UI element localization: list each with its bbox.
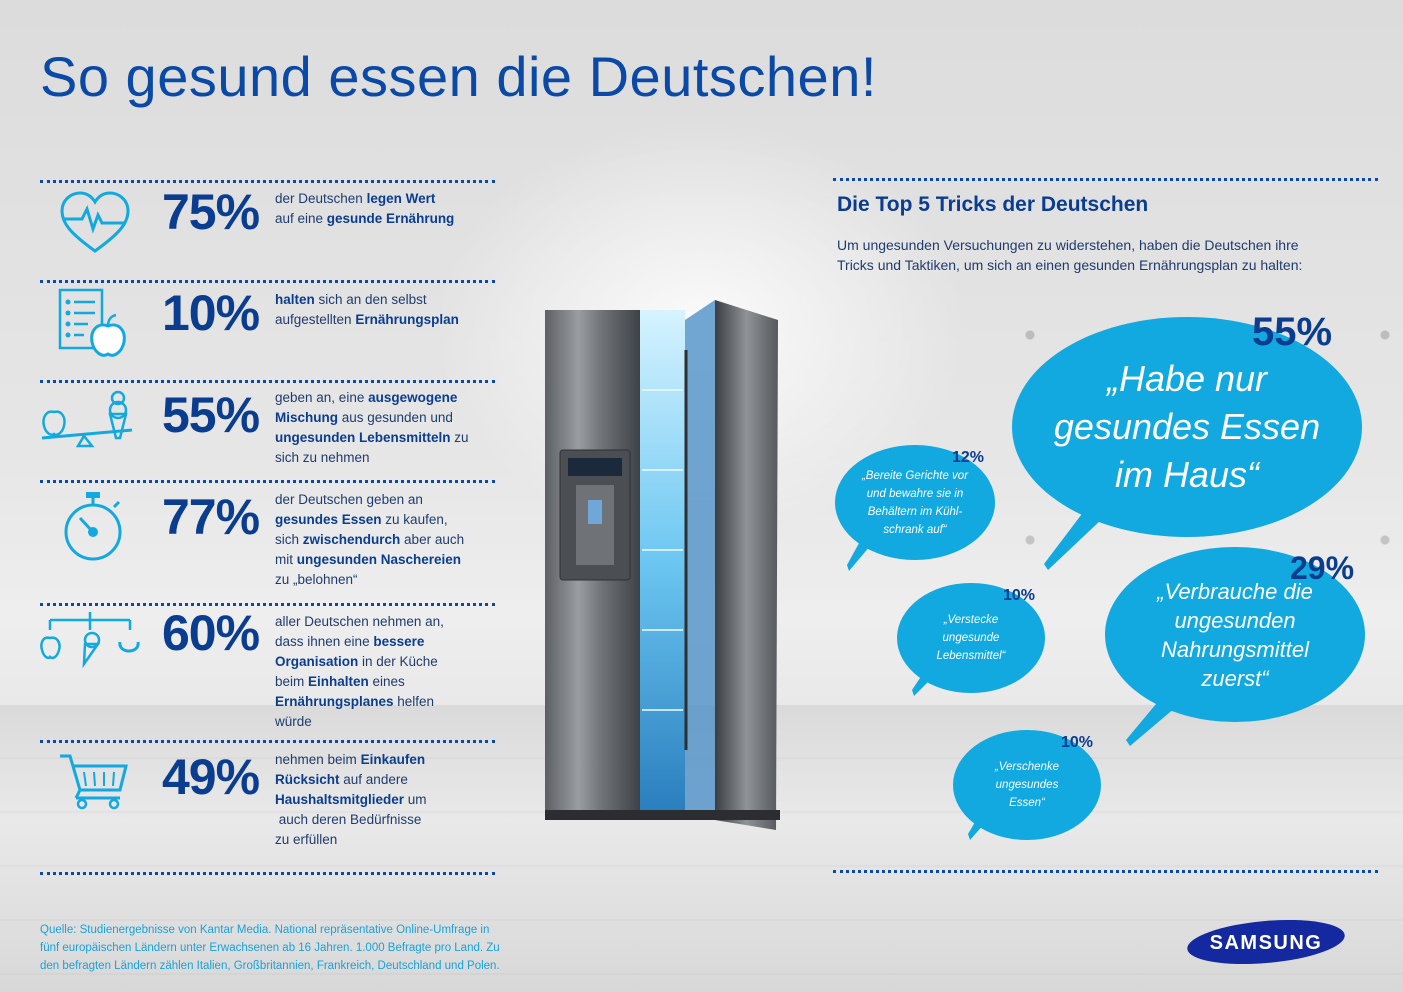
- divider: [833, 178, 1378, 181]
- bubble-quote: „Verbrauche die ungesunden Nahrungsmitte…: [1157, 578, 1313, 691]
- stat-text: der Deutschen geben an gesundes Essen zu …: [275, 492, 465, 587]
- stat-text: geben an, eine ausgewogene Mischung aus …: [275, 390, 469, 465]
- scale-apple-icecream-icon: [41, 390, 133, 448]
- source-note: Quelle: Studienergebnisse von Kantar Med…: [40, 924, 500, 972]
- stat-percentage: 49%: [162, 749, 260, 805]
- bubble-quote: „Bereite Gerichte vor und bewahre sie in…: [861, 469, 969, 536]
- stat-percentage: 60%: [162, 605, 260, 661]
- bubble-quote: „Habe nur gesundes Essen im Haus“: [1053, 358, 1321, 495]
- bubble-quote: „Verschenke ungesundes Essen“: [994, 761, 1060, 809]
- bubble-percentage: 10%: [1003, 587, 1036, 604]
- bubble-percentage: 10%: [1061, 734, 1094, 751]
- checklist-apple-icon: [58, 288, 126, 357]
- divider: [40, 603, 495, 606]
- stat-percentage: 55%: [162, 387, 260, 443]
- stat-percentage: 77%: [162, 489, 260, 545]
- bubble-percentage: 12%: [952, 449, 985, 466]
- bubble-quote: „Verstecke ungesunde Lebensmittel“: [936, 614, 1006, 662]
- heart-pulse-icon: [60, 191, 130, 253]
- tricks-subtitle: Um ungesunden Versuchungen zu widerstehe…: [837, 237, 1303, 273]
- stat-text: halten sich an den selbst aufgestellten E…: [275, 292, 459, 327]
- divider: [40, 280, 495, 283]
- shopping-cart-icon: [60, 754, 128, 810]
- divider: [833, 870, 1378, 873]
- speech-bubble-12: „Bereite Gerichte vor und bewahre sie in…: [835, 445, 995, 560]
- speech-bubble-29: „Verbrauche die ungesunden Nahrungsmitte…: [1105, 547, 1365, 722]
- speech-bubble-10b: „Verschenke ungesundes Essen“: [953, 730, 1101, 840]
- stat-text: der Deutschen legen Wert auf eine gesunde…: [275, 191, 455, 226]
- tricks-title: Die Top 5 Tricks der Deutschen: [837, 193, 1149, 216]
- food-organization-icon: [40, 612, 140, 669]
- divider: [40, 872, 495, 875]
- stat-percentage: 10%: [162, 285, 260, 341]
- brand-name: SAMSUNG: [1210, 932, 1323, 954]
- bubble-percentage: 29%: [1290, 550, 1355, 586]
- divider: [40, 380, 495, 383]
- page-title: So gesund essen die Deutschen!: [40, 45, 877, 108]
- stopwatch-icon: [64, 492, 122, 561]
- divider: [40, 180, 495, 183]
- stat-percentage: 75%: [162, 184, 260, 240]
- bubble-percentage: 55%: [1252, 310, 1333, 354]
- speech-bubble-10a: „Verstecke ungesunde Lebensmittel“: [897, 583, 1045, 693]
- stat-text: aller Deutschen nehmen an, dass ihnen ein…: [275, 614, 444, 729]
- stat-text: nehmen beim Einkaufen Rücksicht auf ande…: [275, 752, 427, 847]
- fridge-illustration: [545, 300, 780, 830]
- divider: [40, 740, 495, 743]
- samsung-logo: SAMSUNG: [1187, 919, 1345, 965]
- divider: [40, 480, 495, 483]
- speech-bubble-55: „Habe nur gesundes Essen im Haus“: [1012, 317, 1362, 537]
